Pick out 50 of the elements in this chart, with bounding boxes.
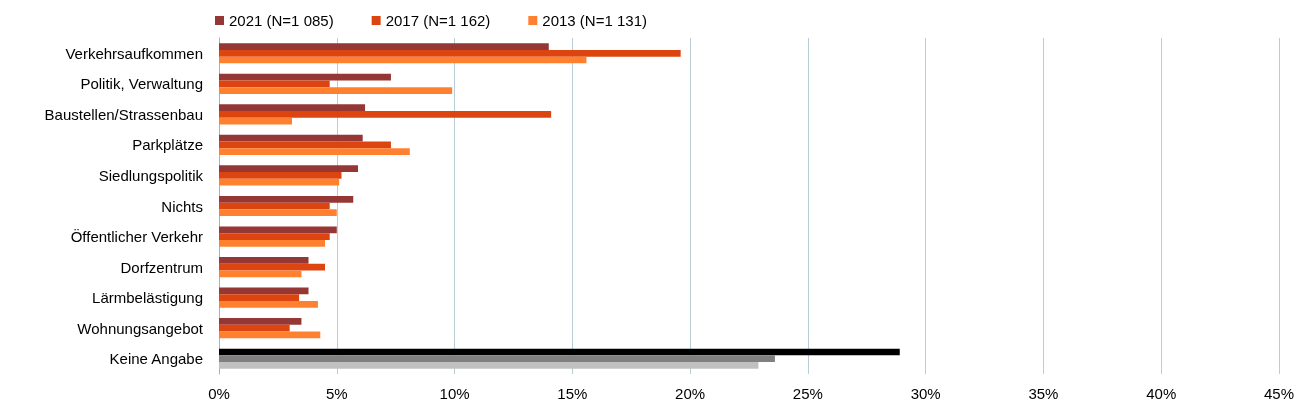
y-tick-label: Verkehrsaufkommen <box>65 44 203 62</box>
bar <box>219 287 309 295</box>
y-tick-label: Öffentlicher Verkehr <box>70 228 203 246</box>
bar <box>219 233 330 240</box>
x-tick-label: 0% <box>208 385 230 402</box>
y-tick-label: Lärmbelästigung <box>92 289 203 307</box>
bar <box>219 87 453 94</box>
bar <box>219 362 759 369</box>
bar <box>219 148 410 155</box>
x-tick-label: 20% <box>675 385 706 402</box>
bar <box>219 49 681 57</box>
y-tick-label: Keine Angabe <box>109 350 203 368</box>
bar <box>219 355 775 363</box>
x-tick-label: 15% <box>557 385 588 402</box>
bar <box>219 178 340 186</box>
bar <box>219 209 337 217</box>
y-tick-label: Siedlungspolitik <box>98 166 204 184</box>
x-tick-label: 30% <box>910 385 941 402</box>
legend-label: 2013 (N=1 131) <box>542 12 647 29</box>
bar <box>219 202 330 210</box>
y-tick-label: Dorfzentrum <box>120 258 203 276</box>
bar <box>219 257 309 264</box>
bar <box>219 318 302 325</box>
y-tick-label: Wohnungsangebot <box>77 319 204 337</box>
bar <box>219 294 300 301</box>
y-tick-label: Politik, Verwaltung <box>80 75 203 93</box>
bar <box>219 172 342 179</box>
bar <box>219 43 549 50</box>
bar <box>219 195 354 203</box>
x-tick-label: 5% <box>325 385 348 402</box>
bar <box>219 104 366 111</box>
x-tick-label: 45% <box>1263 385 1295 402</box>
y-tick-label: Nichts <box>161 197 203 215</box>
x-tick-label: 25% <box>792 385 823 402</box>
bar <box>219 80 330 88</box>
x-tick-label: 40% <box>1146 385 1177 402</box>
bar <box>219 301 318 308</box>
x-tick-label: 35% <box>1028 385 1059 402</box>
bar <box>219 111 552 118</box>
x-tick-label: 10% <box>439 385 470 402</box>
y-tick-label: Baustellen/Strassenbau <box>44 105 203 123</box>
legend-label: 2021 (N=1 085) <box>229 12 334 29</box>
legend-label: 2017 (N=1 162) <box>385 12 491 29</box>
bar <box>219 239 325 247</box>
bar <box>219 324 290 332</box>
bar <box>219 165 358 173</box>
bar <box>219 134 363 142</box>
bar <box>219 226 337 234</box>
bar <box>219 270 302 278</box>
y-tick-label: Parkplätze <box>132 136 203 154</box>
